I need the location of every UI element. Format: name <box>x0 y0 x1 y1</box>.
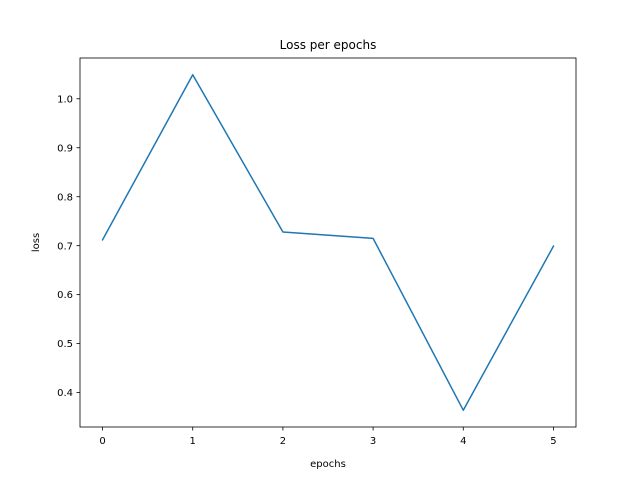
y-axis-ticks: 0.4 0.5 0.6 0.7 0.8 0.9 1.0 <box>57 94 80 399</box>
x-tick-label: 0 <box>99 436 105 447</box>
y-tick-label: 0.9 <box>57 143 73 154</box>
loss-series-line <box>101 74 555 411</box>
x-tick-label: 4 <box>460 436 466 447</box>
y-tick-label: 0.6 <box>57 290 73 301</box>
x-tick-label: 3 <box>370 436 376 447</box>
y-tick-label: 1.0 <box>57 94 73 105</box>
x-axis-label: epochs <box>310 459 346 470</box>
x-tick-label: 1 <box>190 436 196 447</box>
x-tick-label: 5 <box>550 436 556 447</box>
y-tick-label: 0.7 <box>57 241 73 252</box>
chart-title: Loss per epochs <box>280 38 377 52</box>
y-tick-label: 0.5 <box>57 339 73 350</box>
y-tick-label: 0.8 <box>57 192 73 203</box>
y-axis-label: loss <box>31 233 42 252</box>
x-axis-ticks: 0 1 2 3 4 5 <box>99 427 557 447</box>
series-layer <box>101 74 555 411</box>
x-tick-label: 2 <box>280 436 286 447</box>
y-tick-label: 0.4 <box>57 388 73 399</box>
plot-area-frame <box>79 57 577 428</box>
